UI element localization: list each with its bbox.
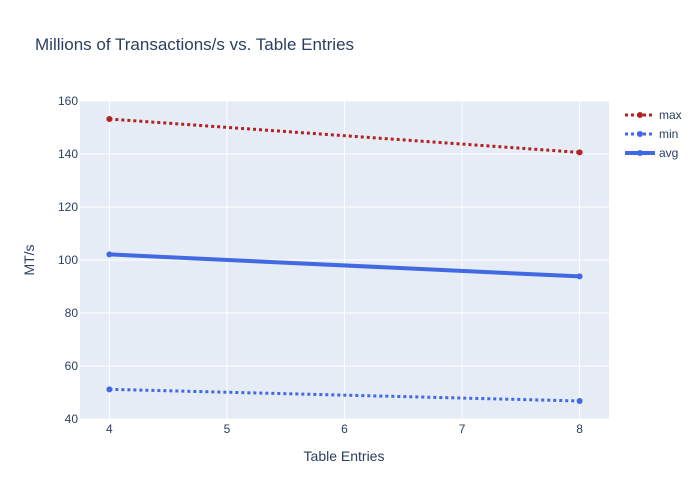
y-tick-label: 100 bbox=[58, 253, 78, 267]
legend-marker-min bbox=[637, 131, 643, 137]
y-tick-label: 80 bbox=[65, 306, 79, 320]
legend-label: avg bbox=[659, 146, 678, 160]
legend-item-avg[interactable]: avg bbox=[625, 146, 678, 160]
legend-item-max[interactable]: max bbox=[625, 108, 682, 122]
legend-marker-max bbox=[637, 112, 643, 118]
legend[interactable]: max min avg bbox=[625, 108, 682, 160]
series-group bbox=[106, 116, 583, 404]
legend-label: max bbox=[659, 108, 682, 122]
chart-title: Millions of Transactions/s vs. Table Ent… bbox=[35, 35, 354, 54]
data-point-max bbox=[106, 116, 113, 123]
series-line-min bbox=[109, 387, 580, 403]
series-line-avg bbox=[109, 252, 580, 279]
legend-label: min bbox=[659, 127, 678, 141]
y-tick-label: 60 bbox=[65, 359, 79, 373]
y-tick-label: 40 bbox=[65, 412, 79, 426]
y-axis-title: MT/s bbox=[21, 244, 37, 275]
legend-marker-avg bbox=[637, 150, 643, 156]
y-tick-label: 120 bbox=[58, 200, 78, 214]
x-tick-label: 5 bbox=[224, 422, 231, 436]
data-point-avg bbox=[106, 251, 113, 258]
series-line-max bbox=[109, 117, 580, 154]
y-tick-label: 160 bbox=[58, 94, 78, 108]
y-axis-ticks: 40 60 80 100 120 140 160 bbox=[58, 94, 78, 426]
x-tick-label: 6 bbox=[341, 422, 348, 436]
legend-item-min[interactable]: min bbox=[625, 127, 678, 141]
x-axis-ticks: 4 5 6 7 8 bbox=[106, 422, 583, 436]
x-axis-title: Table Entries bbox=[304, 448, 385, 464]
data-point-avg bbox=[576, 273, 583, 280]
x-tick-label: 4 bbox=[106, 422, 113, 436]
x-tick-label: 7 bbox=[459, 422, 466, 436]
data-point-min bbox=[106, 386, 113, 393]
x-tick-label: 8 bbox=[576, 422, 583, 436]
data-point-min bbox=[576, 397, 583, 404]
grid bbox=[80, 100, 609, 420]
data-point-max bbox=[576, 149, 583, 156]
y-tick-label: 140 bbox=[58, 147, 78, 161]
